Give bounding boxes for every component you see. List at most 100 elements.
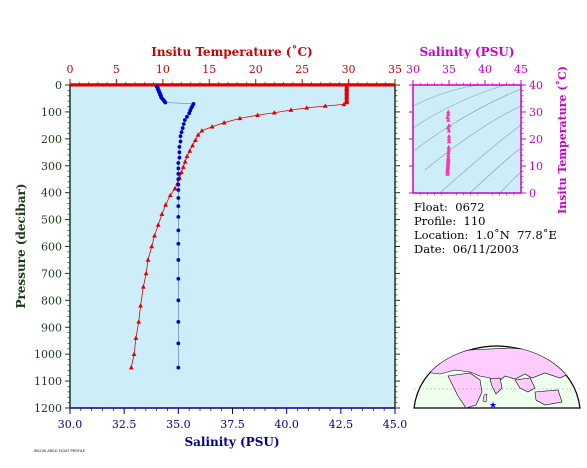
salinity-point xyxy=(185,114,189,119)
salinity-point xyxy=(176,258,181,262)
temperature-point xyxy=(237,115,243,121)
ts-point xyxy=(446,136,452,141)
pressure-tick-label: 600 xyxy=(41,241,62,254)
salinity-tick-label: 40.0 xyxy=(274,418,299,431)
temperature-point xyxy=(195,132,201,137)
density-contour xyxy=(424,105,522,171)
ts-salinity-tick-label: 45 xyxy=(514,63,528,76)
salinity-point xyxy=(176,182,181,187)
bottom-axis-title: Salinity (PSU) xyxy=(184,435,279,449)
temperature-point xyxy=(341,101,347,107)
ts-temperature-tick-label: 20 xyxy=(529,133,543,146)
salinity-point xyxy=(176,365,181,370)
land-india xyxy=(489,377,503,395)
main-chart: 0100200300400500600700800900100011001200… xyxy=(14,44,407,449)
temperature-series xyxy=(128,83,350,370)
ts-salinity-tick-label: 35 xyxy=(442,63,456,76)
temperature-tick-label: 30 xyxy=(342,63,356,76)
temperature-point xyxy=(322,103,328,108)
salinity-ticks: 30.0 32.5 35.0 37.5 40.0 42.5 45.0 xyxy=(58,408,408,431)
profile-value: 110 xyxy=(463,214,486,228)
land-africa xyxy=(447,372,483,408)
location-map: ★ xyxy=(413,345,581,411)
density-contour xyxy=(439,124,522,194)
salinity-point xyxy=(176,171,181,176)
float-label: Float: xyxy=(414,200,448,214)
ts-point xyxy=(446,123,452,128)
salinity-point xyxy=(176,177,181,182)
salinity-point xyxy=(177,150,182,155)
salinity-point xyxy=(176,228,181,233)
pressure-tick-label: 1000 xyxy=(34,348,62,361)
location-label: Location: xyxy=(414,228,469,242)
ts-point xyxy=(446,147,451,152)
temperature-point xyxy=(172,186,178,191)
salinity-point xyxy=(176,298,181,303)
salinity-point xyxy=(176,276,181,281)
profile-label: Profile: xyxy=(414,214,457,228)
salinity-point xyxy=(176,214,181,219)
temperature-point xyxy=(182,159,188,164)
left-axis-title: Pressure (decibar) xyxy=(14,183,28,308)
temperature-point xyxy=(209,124,215,129)
temperature-point xyxy=(155,222,161,227)
temperature-point xyxy=(187,148,193,153)
temperature-point xyxy=(138,303,143,308)
ts-top-axis-title: Salinity (PSU) xyxy=(419,45,514,59)
date-label: Date: xyxy=(414,242,446,256)
land-europe-asia xyxy=(424,347,573,383)
temperature-point xyxy=(143,270,149,276)
density-contour xyxy=(499,171,522,194)
ts-point xyxy=(446,112,451,117)
salinity-point xyxy=(178,134,183,139)
temperature-point xyxy=(184,153,190,159)
salinity-point xyxy=(176,241,181,246)
float-location-marker: ★ xyxy=(489,401,497,411)
pressure-tick-label: 500 xyxy=(41,214,62,227)
temperature-tick-label: 5 xyxy=(113,63,120,76)
salinity-point xyxy=(176,341,181,346)
salinity-tick-label: 35.0 xyxy=(166,418,191,431)
ts-temperature-tick-label: 40 xyxy=(529,79,543,92)
temperature-point xyxy=(190,142,195,148)
top-axis-title: Insitu Temperature (˚C) xyxy=(151,44,312,59)
temperature-point xyxy=(131,351,137,356)
salinity-point xyxy=(179,130,184,135)
ts-point xyxy=(446,144,451,149)
land-australia xyxy=(534,389,563,406)
ts-point xyxy=(445,171,450,176)
temperature-point xyxy=(221,120,227,125)
ts-temperature-tick-label: 10 xyxy=(529,160,543,173)
main-plot-background xyxy=(69,84,396,409)
ts-point xyxy=(446,152,451,157)
ts-point xyxy=(446,150,451,155)
density-contour xyxy=(412,84,506,129)
profile-info: Profile: 110 xyxy=(414,214,485,228)
ts-point xyxy=(446,133,452,138)
map-land xyxy=(424,347,573,408)
temperature-point xyxy=(271,110,277,115)
ts-point xyxy=(446,109,451,114)
temperature-point xyxy=(288,107,294,112)
ts-right-axis-title: Insitu Temperature (˚C) xyxy=(556,66,569,214)
ts-point xyxy=(446,128,452,133)
pressure-tick-label: 1100 xyxy=(34,375,62,388)
salinity-point xyxy=(178,139,183,144)
ts-plot-background xyxy=(413,85,521,193)
land-southeast-asia xyxy=(514,377,536,393)
pressure-tick-label: 400 xyxy=(41,187,62,200)
temperature-point xyxy=(159,211,165,216)
salinity-point xyxy=(176,204,181,209)
temperature-point xyxy=(145,257,151,262)
date-info: Date: 06/11/2003 xyxy=(414,242,519,256)
salinity-tick-label: 42.5 xyxy=(329,418,354,431)
temperature-point xyxy=(344,99,350,105)
pressure-tick-label: 900 xyxy=(41,321,62,334)
temperature-tick-label: 20 xyxy=(249,63,263,76)
temperature-point xyxy=(128,365,134,370)
salinity-tick-label: 45.0 xyxy=(383,418,408,431)
temperature-tick-label: 35 xyxy=(388,63,402,76)
location-value: 1.0˚N 77.8˚E xyxy=(475,228,557,242)
density-contours xyxy=(412,84,522,194)
pressure-tick-label: 0 xyxy=(55,79,62,92)
